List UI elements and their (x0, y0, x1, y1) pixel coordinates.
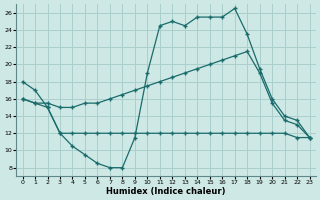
X-axis label: Humidex (Indice chaleur): Humidex (Indice chaleur) (106, 187, 226, 196)
